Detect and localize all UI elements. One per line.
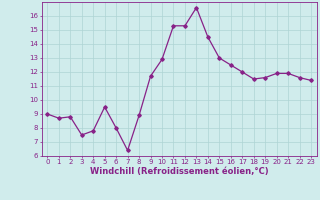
X-axis label: Windchill (Refroidissement éolien,°C): Windchill (Refroidissement éolien,°C) (90, 167, 268, 176)
